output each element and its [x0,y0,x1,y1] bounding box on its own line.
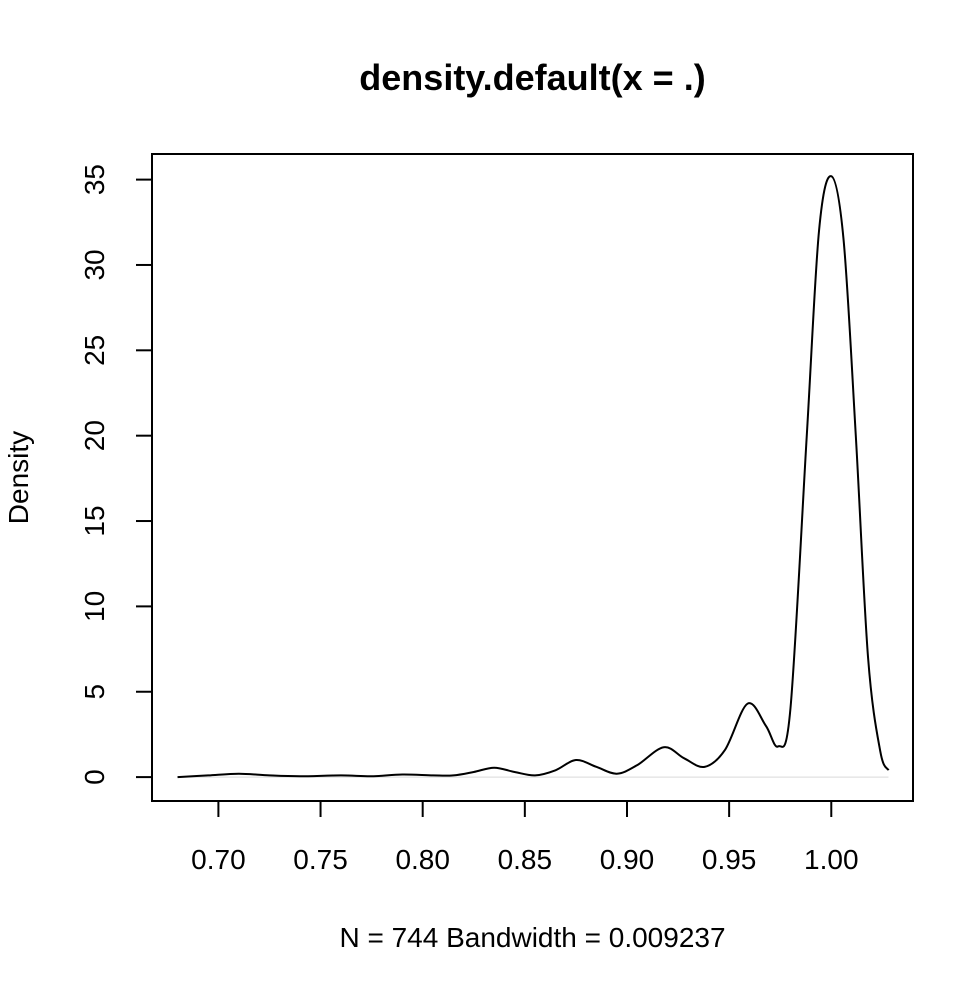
x-axis-label: N = 744 Bandwidth = 0.009237 [339,922,725,953]
x-tick-label: 1.00 [804,844,859,875]
y-axis-label: Density [3,431,34,524]
y-tick-label: 30 [79,249,110,280]
y-tick-label: 25 [79,335,110,366]
x-tick-label: 0.90 [600,844,655,875]
x-axis: 0.70 0.75 0.80 0.85 0.90 0.95 1.00 [191,800,859,875]
y-tick-label: 5 [79,684,110,700]
y-tick-label: 20 [79,420,110,451]
x-tick-label: 0.75 [293,844,348,875]
y-axis: 0 5 10 15 20 25 30 35 [79,164,153,785]
y-tick-label: 0 [79,769,110,785]
y-tick-label: 10 [79,591,110,622]
y-tick-label: 35 [79,164,110,195]
x-tick-label: 0.85 [498,844,553,875]
plot-frame [151,153,914,802]
y-tick-label: 15 [79,505,110,536]
x-tick-label: 0.95 [702,844,757,875]
x-tick-label: 0.80 [395,844,450,875]
density-curve [177,175,890,779]
chart-title: density.default(x = .) [359,57,705,98]
x-tick-label: 0.70 [191,844,246,875]
